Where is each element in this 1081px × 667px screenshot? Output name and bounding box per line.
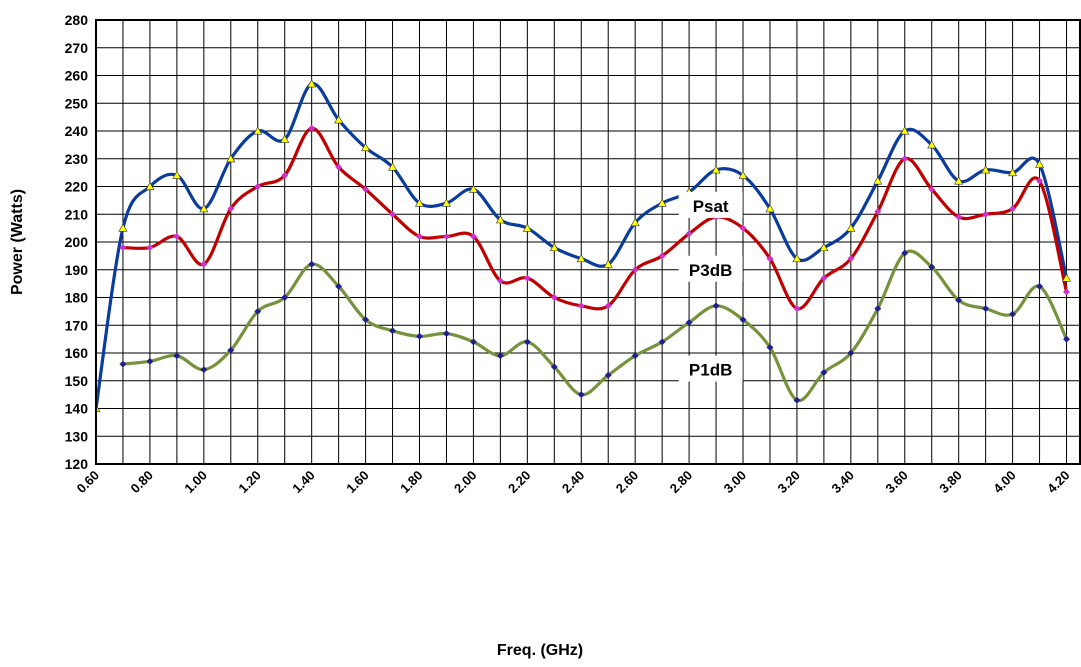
x-tick-label: 1.00 <box>181 468 210 497</box>
y-axis-ticks: 120 130 140 150 160 170 180 190 200 210 220 230 240 2… <box>65 12 89 472</box>
grid <box>96 20 1080 464</box>
y-tick-label: 280 <box>65 12 89 28</box>
series-line-p3db <box>123 128 1067 309</box>
series-line-p1db <box>123 251 1067 401</box>
x-tick-label: 3.60 <box>882 468 911 497</box>
x-tick-label: 1.40 <box>289 468 318 497</box>
annotation-label: P3dB <box>689 261 732 280</box>
y-tick-label: 190 <box>65 262 89 278</box>
point-p3db <box>1063 289 1069 295</box>
y-tick-label: 270 <box>65 40 89 56</box>
x-tick-label: 3.40 <box>828 468 857 497</box>
x-axis-label: Freq. (GHz) <box>497 642 583 659</box>
point-psat <box>119 224 127 231</box>
x-axis-ticks: 0.60 0.80 1.00 1.20 1.40 1.60 1.80 2.00 2.20 2.40… <box>74 468 1073 497</box>
x-tick-label: 2.20 <box>505 468 534 497</box>
point-p1db <box>416 333 422 339</box>
point-p3db <box>443 233 449 239</box>
y-tick-label: 250 <box>65 95 89 111</box>
x-tick-label: 2.80 <box>667 468 696 497</box>
y-axis-label: Power (Watts) <box>9 189 26 295</box>
x-tick-label: 3.20 <box>775 468 804 497</box>
y-tick-label: 180 <box>65 290 89 306</box>
point-p1db <box>497 353 503 359</box>
y-tick-label: 240 <box>65 123 89 139</box>
x-tick-label: 2.60 <box>613 468 642 497</box>
y-tick-label: 260 <box>65 68 89 84</box>
point-p1db <box>147 358 153 364</box>
x-tick-label: 4.00 <box>990 468 1019 497</box>
x-tick-label: 1.20 <box>235 468 264 497</box>
x-tick-label: 3.00 <box>721 468 750 497</box>
x-tick-label: 1.80 <box>397 468 426 497</box>
y-tick-label: 160 <box>65 345 89 361</box>
x-tick-label: 2.40 <box>559 468 588 497</box>
point-p3db <box>982 211 988 217</box>
point-p1db <box>443 330 449 336</box>
x-tick-label: 3.80 <box>936 468 965 497</box>
x-tick-label: 2.00 <box>451 468 480 497</box>
x-tick-label: 4.20 <box>1044 468 1073 497</box>
y-tick-label: 200 <box>65 234 89 250</box>
y-tick-label: 130 <box>65 428 89 444</box>
annotation-label: P1dB <box>689 361 732 380</box>
point-p1db <box>120 361 126 367</box>
point-p1db <box>201 366 207 372</box>
y-tick-label: 150 <box>65 373 89 389</box>
y-tick-label: 220 <box>65 179 89 195</box>
x-tick-label: 1.60 <box>343 468 372 497</box>
annotation-label: Psat <box>693 197 729 216</box>
point-p1db <box>713 303 719 309</box>
y-tick-label: 140 <box>65 401 89 417</box>
x-tick-label: 0.80 <box>128 468 157 497</box>
point-p3db <box>578 303 584 309</box>
y-tick-label: 230 <box>65 151 89 167</box>
y-tick-label: 170 <box>65 317 89 333</box>
y-tick-label: 120 <box>65 456 89 472</box>
y-tick-label: 210 <box>65 206 89 222</box>
